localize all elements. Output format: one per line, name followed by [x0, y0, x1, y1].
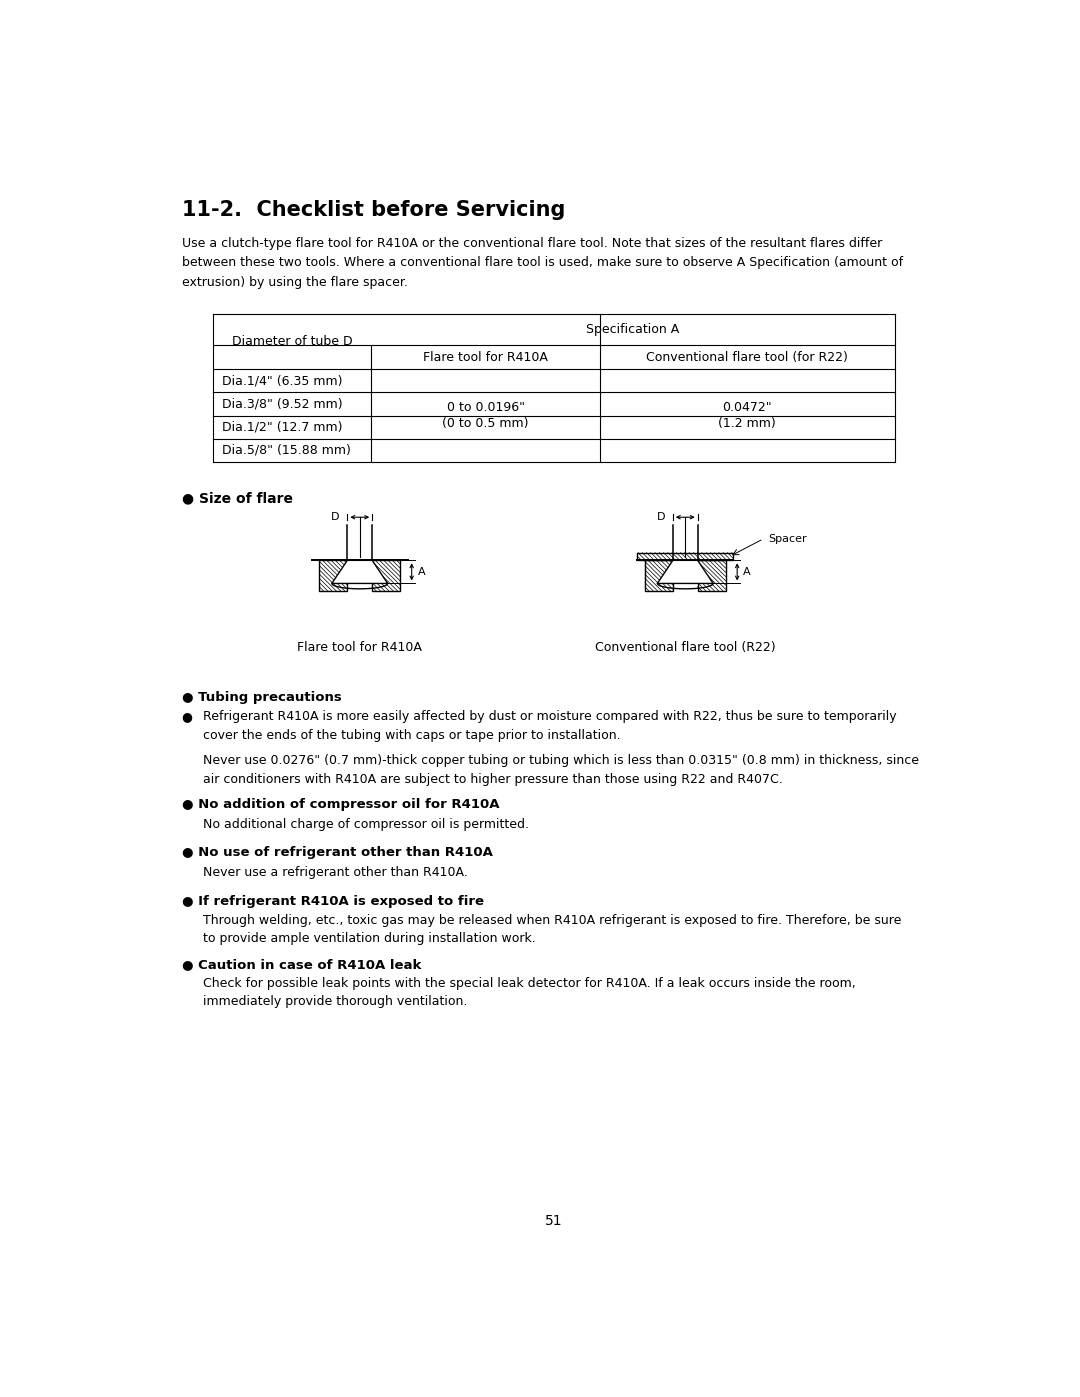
Text: Check for possible leak points with the special leak detector for R410A. If a le: Check for possible leak points with the …: [203, 977, 856, 1009]
Text: Use a clutch-type flare tool for R410A or the conventional flare tool. Note that: Use a clutch-type flare tool for R410A o…: [181, 237, 903, 289]
Text: A: A: [418, 567, 426, 577]
Text: Diameter of tube D: Diameter of tube D: [231, 335, 352, 348]
Text: ● Size of flare: ● Size of flare: [181, 490, 293, 506]
Text: Dia.1/4" (6.35 mm): Dia.1/4" (6.35 mm): [221, 374, 342, 387]
Text: No additional charge of compressor oil is permitted.: No additional charge of compressor oil i…: [203, 817, 529, 831]
Text: Never use a refrigerant other than R410A.: Never use a refrigerant other than R410A…: [203, 866, 468, 879]
Polygon shape: [332, 560, 388, 584]
Text: ● No use of refrigerant other than R410A: ● No use of refrigerant other than R410A: [181, 847, 492, 859]
Text: D: D: [332, 513, 339, 522]
Text: (0 to 0.5 mm): (0 to 0.5 mm): [443, 416, 529, 430]
Text: 0.0472": 0.0472": [723, 401, 772, 415]
Text: 11-2.  Checklist before Servicing: 11-2. Checklist before Servicing: [181, 200, 565, 219]
Text: Dia.1/2" (12.7 mm): Dia.1/2" (12.7 mm): [221, 420, 342, 433]
Text: Conventional flare tool (for R22): Conventional flare tool (for R22): [646, 351, 848, 363]
Text: D: D: [657, 513, 665, 522]
Text: Never use 0.0276" (0.7 mm)-thick copper tubing or tubing which is less than 0.03: Never use 0.0276" (0.7 mm)-thick copper …: [203, 754, 919, 787]
Text: A: A: [743, 567, 751, 577]
Text: Through welding, etc., toxic gas may be released when R410A refrigerant is expos: Through welding, etc., toxic gas may be …: [203, 914, 902, 946]
Text: Refrigerant R410A is more easily affected by dust or moisture compared with R22,: Refrigerant R410A is more easily affecte…: [203, 711, 896, 742]
Text: Spacer: Spacer: [768, 534, 807, 543]
Text: (1.2 mm): (1.2 mm): [718, 416, 777, 430]
Polygon shape: [658, 560, 713, 584]
Text: 0 to 0.0196": 0 to 0.0196": [447, 401, 525, 415]
Text: Conventional flare tool (R22): Conventional flare tool (R22): [595, 641, 775, 654]
Text: 51: 51: [544, 1214, 563, 1228]
Text: Dia.3/8" (9.52 mm): Dia.3/8" (9.52 mm): [221, 398, 342, 411]
Text: ● Tubing precautions: ● Tubing precautions: [181, 692, 341, 704]
Text: ●: ●: [181, 711, 192, 724]
Text: Specification A: Specification A: [586, 323, 679, 335]
Text: Flare tool for R410A: Flare tool for R410A: [423, 351, 549, 363]
Text: ● If refrigerant R410A is exposed to fire: ● If refrigerant R410A is exposed to fir…: [181, 894, 484, 908]
Text: Flare tool for R410A: Flare tool for R410A: [297, 641, 422, 654]
Text: ● No addition of compressor oil for R410A: ● No addition of compressor oil for R410…: [181, 798, 499, 812]
Text: Dia.5/8" (15.88 mm): Dia.5/8" (15.88 mm): [221, 444, 351, 457]
Text: ● Caution in case of R410A leak: ● Caution in case of R410A leak: [181, 958, 421, 971]
